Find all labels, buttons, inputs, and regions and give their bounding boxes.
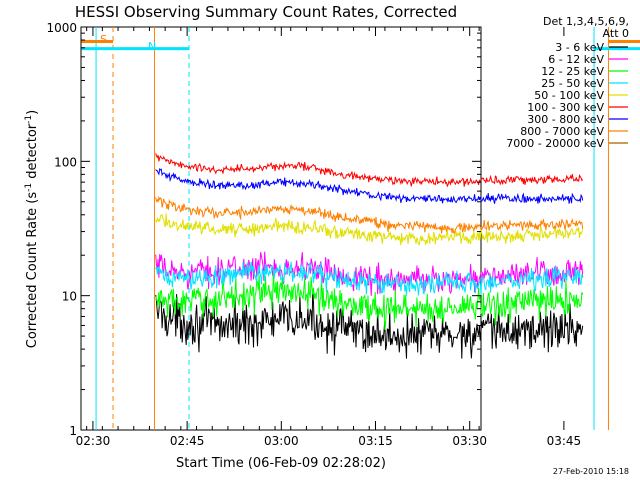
y-axis-ticks: 1 10 100 1000 — [46, 21, 481, 438]
series-line-7 — [155, 195, 584, 234]
x-axis-label: Start Time (06-Feb-09 02:28:02) — [176, 456, 386, 471]
marker-lines — [95, 27, 609, 430]
legend-label: 25 - 50 keV — [541, 77, 604, 90]
y-tick-label: 100 — [54, 155, 77, 169]
legend-label: 3 - 6 keV — [555, 41, 604, 54]
series-line-6 — [155, 167, 584, 204]
footer-timestamp: 27-Feb-2010 15:18 — [553, 467, 629, 476]
x-tick-label: 03:15 — [358, 434, 393, 448]
legend-label: 100 - 300 keV — [527, 101, 604, 114]
y-axis-label-part: Corrected Count Rate (s — [25, 192, 40, 349]
y-tick-label: 1000 — [46, 21, 77, 35]
night-flag-label: N — [148, 40, 156, 53]
y-axis-label-superscript: -1 — [24, 115, 34, 124]
series-line-4 — [155, 213, 584, 246]
series-line-2 — [155, 270, 584, 330]
y-axis-label-part: detector — [25, 123, 40, 183]
legend-label: 6 - 12 keV — [548, 53, 604, 66]
legend-label: 800 - 7000 keV — [520, 125, 604, 138]
x-tick-label: 03:30 — [452, 434, 487, 448]
legend-subheader: Att 0 — [603, 27, 629, 40]
legend-label: 50 - 100 keV — [534, 89, 604, 102]
series-lines — [155, 153, 584, 359]
saa-flag-label: S — [100, 33, 107, 46]
y-axis-label-part: ) — [25, 110, 40, 115]
legend-header: Det 1,3,4,5,6,9, — [543, 15, 629, 28]
legend-label: 12 - 25 keV — [541, 65, 604, 78]
y-axis-label-superscript: -1 — [24, 183, 34, 192]
x-tick-label: 02:45 — [170, 434, 205, 448]
chart-title: HESSI Observing Summary Count Rates, Cor… — [75, 3, 457, 21]
x-tick-label: 03:00 — [264, 434, 299, 448]
legend-label: 7000 - 20000 keV — [506, 137, 604, 150]
y-tick-label: 1 — [69, 424, 77, 438]
legend-label: 300 - 800 keV — [527, 113, 604, 126]
series-line-0 — [155, 292, 584, 359]
plot-frame — [80, 26, 482, 431]
flag-bars — [81, 39, 640, 51]
x-tick-label: 03:45 — [547, 434, 582, 448]
x-tick-label: 02:30 — [76, 434, 111, 448]
y-axis-label: Corrected Count Rate (s-1 detector-1) — [24, 110, 40, 348]
series-line-1 — [155, 251, 584, 296]
y-tick-label: 10 — [62, 290, 77, 304]
series-line-5 — [155, 153, 584, 188]
series-line-3 — [155, 261, 584, 296]
